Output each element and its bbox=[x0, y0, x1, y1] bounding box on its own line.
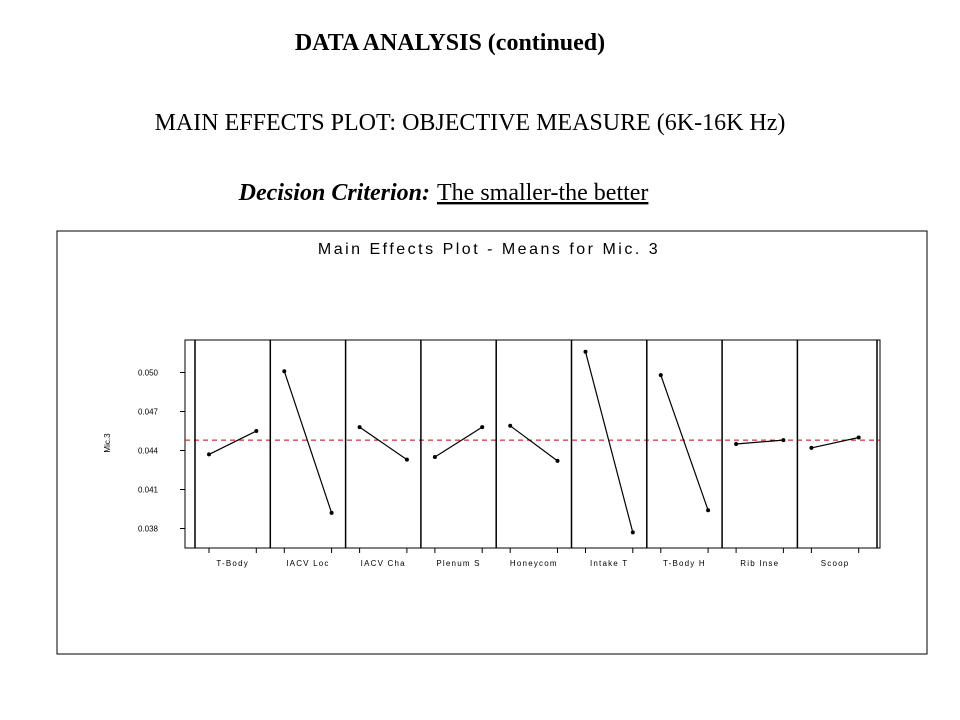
effect-point bbox=[809, 445, 814, 450]
chart-title: Main Effects Plot - Means for Mic. 3 bbox=[318, 241, 660, 258]
effect-point bbox=[781, 438, 786, 443]
effect-line bbox=[811, 436, 859, 449]
effect-line bbox=[660, 374, 709, 511]
y-axis-label: Mic.3 bbox=[103, 433, 112, 453]
effect-point bbox=[207, 452, 211, 457]
effect-point bbox=[480, 425, 485, 430]
x-tick-label: IACV Cha bbox=[361, 559, 406, 568]
effect-point bbox=[583, 349, 588, 354]
effect-point bbox=[856, 435, 861, 440]
slide-title: DATA ANALYSIS (continued) bbox=[295, 30, 605, 56]
y-tick-label: 0.050 bbox=[138, 369, 159, 378]
y-tick-label: 0.038 bbox=[138, 525, 159, 534]
effect-point bbox=[508, 423, 513, 428]
effect-line bbox=[736, 439, 784, 445]
y-tick-label: 0.047 bbox=[138, 408, 159, 417]
effect-point bbox=[630, 530, 635, 535]
x-tick-label: T-Body bbox=[216, 559, 249, 568]
x-tick-label: Plenum S bbox=[436, 559, 480, 568]
x-tick-label: T-Body H bbox=[663, 559, 706, 568]
criterion-value: The smaller-the better bbox=[437, 180, 648, 206]
chart-frame bbox=[56, 230, 928, 655]
effect-point bbox=[329, 510, 334, 515]
y-tick-label: 0.041 bbox=[138, 486, 159, 495]
effect-line bbox=[509, 425, 558, 462]
effect-point bbox=[282, 369, 287, 374]
y-tick-label: 0.044 bbox=[138, 447, 159, 456]
effect-point bbox=[357, 425, 362, 430]
effect-point bbox=[706, 508, 711, 513]
criterion-label: Decision Criterion: bbox=[238, 180, 430, 206]
x-tick-label: Intake T bbox=[590, 559, 628, 568]
effect-line bbox=[434, 426, 483, 458]
effect-line bbox=[359, 426, 408, 461]
effect-point bbox=[254, 429, 259, 433]
effect-line bbox=[208, 430, 257, 455]
slide-subtitle: MAIN EFFECTS PLOT: OBJECTIVE MEASURE (6K… bbox=[155, 110, 786, 136]
x-tick-label: IACV Loc bbox=[286, 559, 329, 568]
plot-frame bbox=[184, 339, 881, 549]
effect-point bbox=[658, 373, 663, 378]
x-tick-label: Rib Inse bbox=[740, 559, 779, 568]
effect-point bbox=[432, 455, 437, 459]
effect-line bbox=[584, 351, 634, 533]
effect-point bbox=[555, 458, 560, 463]
x-tick-label: Scoop bbox=[821, 559, 850, 568]
x-tick-label: Honeycom bbox=[510, 559, 558, 568]
effect-line bbox=[283, 371, 333, 514]
effect-point bbox=[734, 442, 739, 446]
effect-point bbox=[404, 457, 409, 462]
